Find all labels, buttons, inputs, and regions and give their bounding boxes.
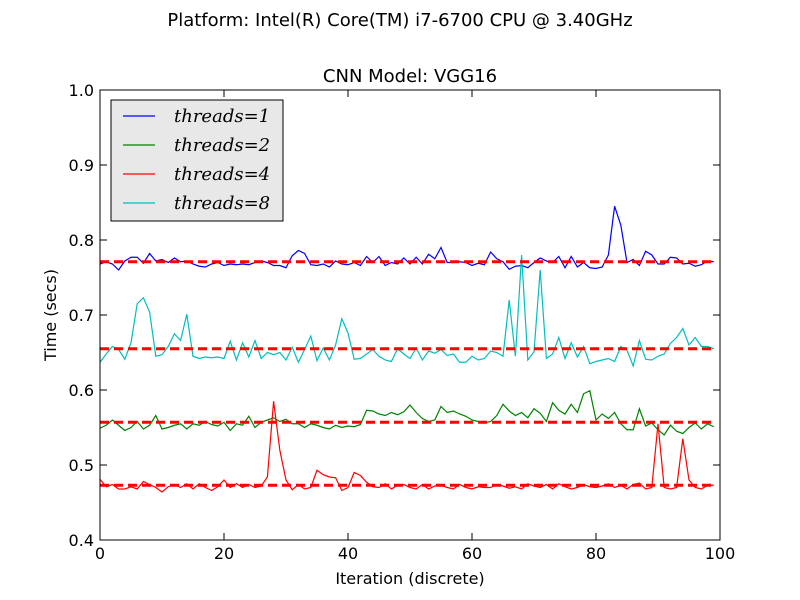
y-axis-label: Time (secs) [41, 269, 60, 362]
chart-title: CNN Model: VGG16 [323, 66, 497, 87]
x-axis-label: Iteration (discrete) [335, 569, 484, 588]
legend-label-2: threads=2 [174, 135, 270, 156]
legend-label-3: threads=4 [174, 164, 270, 185]
y-tick-label: 1.0 [69, 81, 94, 100]
chart-suptitle: Platform: Intel(R) Core(TM) i7-6700 CPU … [167, 10, 632, 31]
legend: threads=1 threads=2 threads=4 threads=8 [110, 99, 284, 222]
series-line-4 [99, 254, 715, 368]
y-tick-label: 0.5 [69, 456, 94, 475]
x-tick-label: 60 [462, 544, 482, 563]
x-tick-label: 20 [214, 544, 234, 563]
x-tick-label: 0 [95, 544, 105, 563]
y-tick-label: 0.6 [69, 381, 94, 400]
x-tick-label: 80 [586, 544, 606, 563]
y-tick-label: 0.4 [69, 531, 94, 550]
y-tick-label: 0.8 [69, 231, 94, 250]
series-line-1 [99, 206, 714, 271]
x-tick-label: 100 [705, 544, 736, 563]
ticks: 0 20 40 60 80 100 0.4 0.5 0.6 0.7 0.8 0.9 1.0 [69, 81, 736, 563]
mean-lines [100, 260, 714, 487]
y-tick-label: 0.9 [69, 156, 94, 175]
legend-label-4: threads=8 [174, 193, 270, 214]
legend-box [110, 99, 284, 222]
legend-label-1: threads=1 [174, 106, 270, 127]
y-tick-label: 0.7 [69, 306, 94, 325]
x-tick-label: 40 [338, 544, 358, 563]
